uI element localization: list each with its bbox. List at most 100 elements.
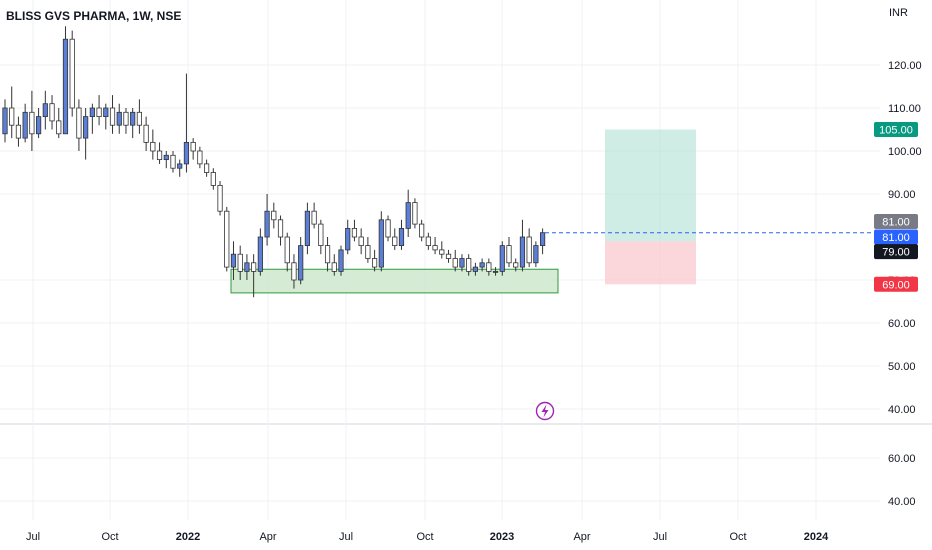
candle [49, 95, 55, 130]
candle-body [210, 172, 216, 186]
candle-body [123, 111, 129, 126]
target-zone[interactable] [605, 129, 696, 242]
candle [143, 116, 149, 151]
candle-body [513, 262, 519, 268]
support-zone[interactable] [230, 268, 559, 294]
candle-body [244, 262, 250, 272]
candle [177, 159, 183, 177]
candle-body [298, 245, 304, 281]
x-tick-label: Jul [339, 531, 353, 543]
candle-body [358, 236, 364, 246]
x-tick-label: 2024 [804, 531, 829, 543]
candle [277, 215, 284, 246]
candle [244, 254, 250, 280]
candle [513, 258, 519, 272]
candle [163, 151, 169, 169]
candle-body [103, 107, 109, 117]
lightning-icon[interactable] [535, 401, 555, 421]
candle-body [136, 111, 142, 126]
candle-body [177, 163, 183, 169]
candle [284, 232, 290, 272]
candle [452, 249, 458, 272]
y-tick-label: 120.00 [888, 60, 922, 72]
candle-body [36, 116, 42, 135]
stop-price-badge: 69.00 [874, 276, 918, 292]
candle-body [540, 232, 546, 246]
candle [36, 108, 42, 139]
candle-body [257, 236, 263, 272]
candle [499, 241, 505, 276]
candle-body [224, 210, 230, 268]
candle [15, 116, 22, 147]
lightning-icon-bolt [541, 404, 549, 418]
candle [89, 103, 95, 134]
candle-body [526, 236, 532, 264]
candle [425, 232, 431, 250]
candle-body [163, 154, 169, 161]
candle [69, 30, 75, 117]
candle [472, 262, 479, 276]
candle-body [237, 253, 243, 272]
candle-body [398, 227, 405, 246]
candle-body [190, 141, 196, 152]
candle [318, 219, 324, 255]
candle [459, 254, 465, 272]
candle-body [439, 249, 445, 255]
high-price-badge: 81.00 [874, 214, 918, 230]
x-tick-label: Jul [653, 531, 667, 543]
candle [76, 99, 82, 151]
candle [9, 86, 15, 139]
candle [338, 245, 344, 276]
candle [419, 219, 425, 242]
candle-body [425, 236, 431, 246]
candle-body [271, 210, 277, 221]
candle [365, 237, 371, 263]
x-axis: Jul Oct 2022 Apr Jul Oct 2023 Apr Jul Oct 2024 [26, 531, 829, 543]
candle-body [432, 245, 438, 251]
candle [257, 228, 263, 276]
badge-bg [874, 244, 918, 260]
candle [506, 237, 512, 268]
candle [136, 99, 142, 134]
candle [203, 159, 210, 177]
candle [405, 189, 411, 237]
candle [385, 215, 391, 242]
badge-label: 79.00 [882, 247, 910, 259]
candle [358, 228, 364, 255]
candle [412, 198, 418, 229]
candle [96, 95, 102, 126]
x-tick-label: Apr [573, 531, 590, 543]
x-tick-label: 2023 [490, 531, 514, 543]
candle-body [150, 141, 156, 152]
candle [230, 241, 237, 280]
candle [183, 73, 190, 173]
candle-body [365, 245, 371, 259]
last-price-badge: 81.00 [874, 229, 918, 245]
candle-body [96, 107, 102, 117]
candle [190, 138, 196, 160]
candle-body [170, 154, 176, 169]
candle-body [345, 227, 351, 251]
candle-body [109, 107, 116, 126]
candle-body [419, 223, 425, 238]
candle-body [291, 262, 297, 281]
candle-body [392, 236, 398, 246]
x-tick-label: Oct [101, 531, 118, 543]
candle-body [143, 124, 149, 143]
candle-body [445, 253, 452, 259]
candle-body [251, 262, 257, 272]
candle [237, 245, 243, 280]
candle [351, 219, 358, 242]
candle [103, 103, 109, 130]
candle-body [76, 107, 82, 139]
candle [156, 142, 163, 164]
candle [304, 202, 311, 255]
candle-body [217, 184, 223, 212]
y-tick-label: 100.00 [888, 146, 922, 158]
candle-body [371, 258, 378, 268]
target-price-badge: 105.00 [874, 122, 918, 137]
x-tick-label: Oct [729, 531, 746, 543]
candle [116, 103, 122, 134]
stop-zone[interactable] [605, 241, 696, 285]
